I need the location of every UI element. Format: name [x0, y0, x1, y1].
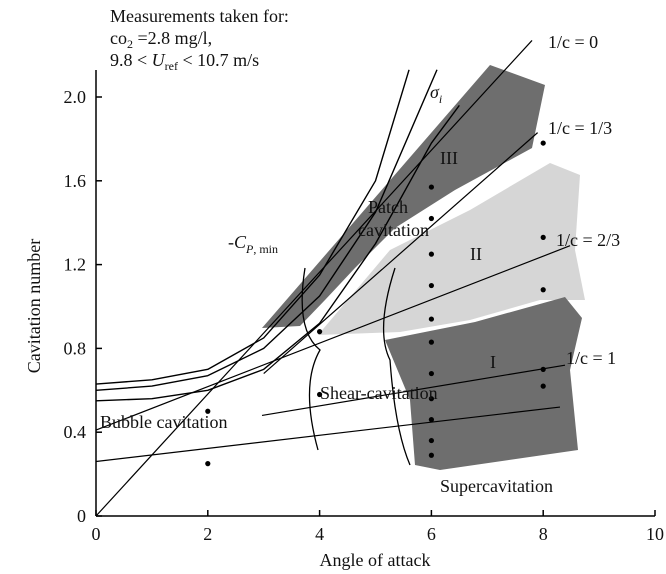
- chord-line: [95, 40, 533, 517]
- data-point: [428, 316, 434, 322]
- note-sub: 2: [127, 37, 133, 51]
- note: 9.8 < Uref < 10.7 m/s: [110, 50, 259, 73]
- region-name: Shear-cavitation: [320, 383, 438, 403]
- x-tick-label: 8: [539, 524, 548, 544]
- line-label: 1/c = 2/3: [556, 230, 620, 250]
- data-point: [428, 184, 434, 190]
- y-tick-label: 2.0: [64, 87, 87, 107]
- y-tick-label: 0: [77, 506, 86, 526]
- x-tick-label: 6: [427, 524, 436, 544]
- region-name: Supercavitation: [440, 476, 553, 496]
- pressure-curve: [95, 69, 410, 385]
- data-point: [428, 251, 434, 257]
- data-point: [540, 366, 546, 372]
- cp: -C: [228, 232, 247, 252]
- region-label: II: [470, 244, 482, 264]
- y-tick-label: 1.6: [64, 171, 87, 191]
- note-part: =2.8 mg/l,: [133, 28, 212, 48]
- sigma: σ: [430, 82, 440, 102]
- x-axis-label: Angle of attack: [320, 550, 431, 570]
- data-point: [428, 452, 434, 458]
- x-tick-label: 0: [92, 524, 101, 544]
- pressure-curve: [95, 104, 460, 402]
- region-label: I: [490, 352, 496, 372]
- note: Measurements taken for:: [110, 6, 289, 26]
- axes: [95, 70, 655, 517]
- line-label: 1/c = 1/3: [548, 118, 612, 138]
- pressure-curve: [95, 69, 438, 391]
- data-point: [428, 396, 434, 402]
- cp-label: -CP, min: [228, 232, 278, 256]
- data-point: [317, 391, 323, 398]
- region-shear: [385, 297, 582, 470]
- data-point: [540, 287, 546, 293]
- sigma-sub: i: [439, 92, 442, 106]
- cp-sub: , min: [253, 242, 278, 256]
- data-point: [428, 215, 434, 222]
- y-tick-label: 0.8: [64, 338, 87, 358]
- chord-line: [95, 245, 571, 431]
- chord-line: [263, 132, 539, 374]
- x-tick-label: 10: [646, 524, 664, 544]
- data-point: [540, 140, 546, 146]
- note-part: 9.8 <: [110, 50, 152, 70]
- plot: [95, 40, 571, 517]
- region-name: Patch: [368, 197, 408, 217]
- y-tick-label: 1.2: [64, 255, 87, 275]
- chord-line: [95, 406, 561, 463]
- line-label: 1/c = 0: [548, 32, 598, 52]
- region-label: III: [440, 148, 458, 168]
- region-name: cavitation: [358, 220, 429, 240]
- data-point: [205, 461, 211, 467]
- annotations: Measurements taken for: co2 =2.8 mg/l, 9…: [24, 6, 620, 570]
- note-sub: ref: [165, 59, 178, 73]
- y-axis-label: Cavitation number: [24, 239, 44, 373]
- x-tick-label: 2: [203, 524, 212, 544]
- region-transition: [318, 163, 585, 335]
- region-name: Bubble cavitation: [100, 412, 227, 432]
- line-label: 1/c = 1: [566, 348, 616, 368]
- data-point: [540, 234, 546, 240]
- y-tick-label: 0.4: [64, 422, 87, 442]
- note: co2 =2.8 mg/l,: [110, 28, 212, 51]
- cp-sub: P: [245, 242, 254, 256]
- x-tick-label: 4: [315, 524, 324, 544]
- data-point: [428, 437, 434, 444]
- data-point: [540, 383, 546, 389]
- data-point: [205, 408, 211, 414]
- note-part: < 10.7 m/s: [178, 50, 259, 70]
- boundary-line: [301, 267, 321, 451]
- chord-line: [261, 364, 566, 417]
- region-patch: [262, 65, 545, 328]
- regions: [262, 65, 585, 470]
- note-part: U: [152, 50, 166, 70]
- boundary-line: [382, 267, 411, 466]
- boundaries: [301, 267, 411, 466]
- data-point: [428, 417, 434, 423]
- data-point: [428, 282, 434, 289]
- data-point: [428, 370, 434, 377]
- note-part: co: [110, 28, 127, 48]
- sigma-label: σi: [430, 82, 442, 106]
- data-point: [317, 329, 323, 335]
- data-point: [428, 339, 434, 345]
